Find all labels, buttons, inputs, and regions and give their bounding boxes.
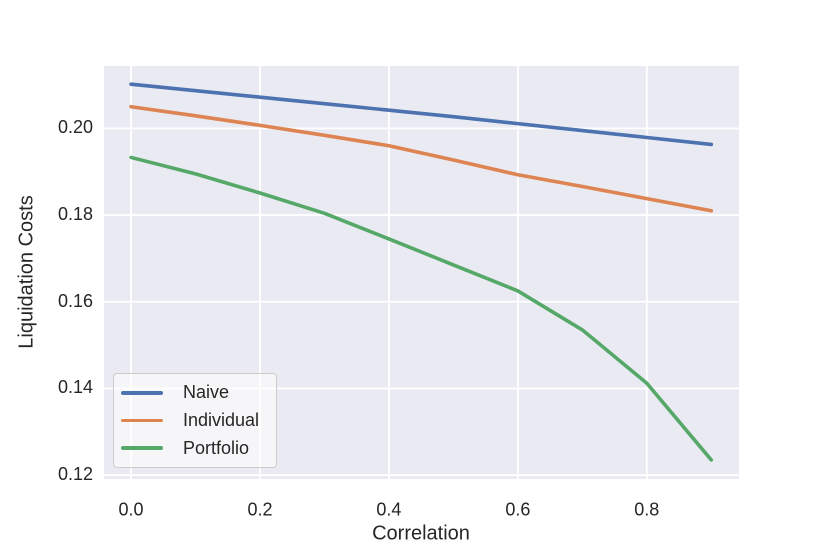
series-line-portfolio <box>129 155 714 462</box>
x-tick-label: 0.4 <box>376 499 402 520</box>
x-axis-label: Correlation <box>372 522 470 545</box>
x-tick-label: 0.8 <box>634 499 660 520</box>
y-tick-label: 0.16 <box>57 290 93 311</box>
y-tick-label: 0.14 <box>57 377 93 398</box>
x-tick-label: 0.0 <box>118 499 144 520</box>
y-tick-label: 0.12 <box>57 464 93 485</box>
series-line-individual <box>129 104 714 213</box>
y-axis-label: Liquidation Costs <box>15 195 38 349</box>
y-tick-label: 0.18 <box>57 204 93 225</box>
x-tick-label: 0.2 <box>247 499 273 520</box>
legend-label: Portfolio <box>183 437 250 458</box>
legend-label: Individual <box>183 409 260 430</box>
legend-item-portfolio: Portfolio <box>121 438 276 459</box>
legend: Naive Individual Portfolio <box>113 373 277 468</box>
individual-line-swatch <box>121 418 163 423</box>
legend-label: Naive <box>183 382 230 403</box>
y-tick-label: 0.20 <box>57 117 93 138</box>
portfolio-line-swatch <box>121 446 163 450</box>
naive-line-swatch <box>121 391 163 395</box>
series-line-naive <box>129 82 714 147</box>
x-tick-label: 0.6 <box>505 499 531 520</box>
legend-item-individual: Individual <box>121 410 276 431</box>
legend-item-naive: Naive <box>121 382 276 403</box>
